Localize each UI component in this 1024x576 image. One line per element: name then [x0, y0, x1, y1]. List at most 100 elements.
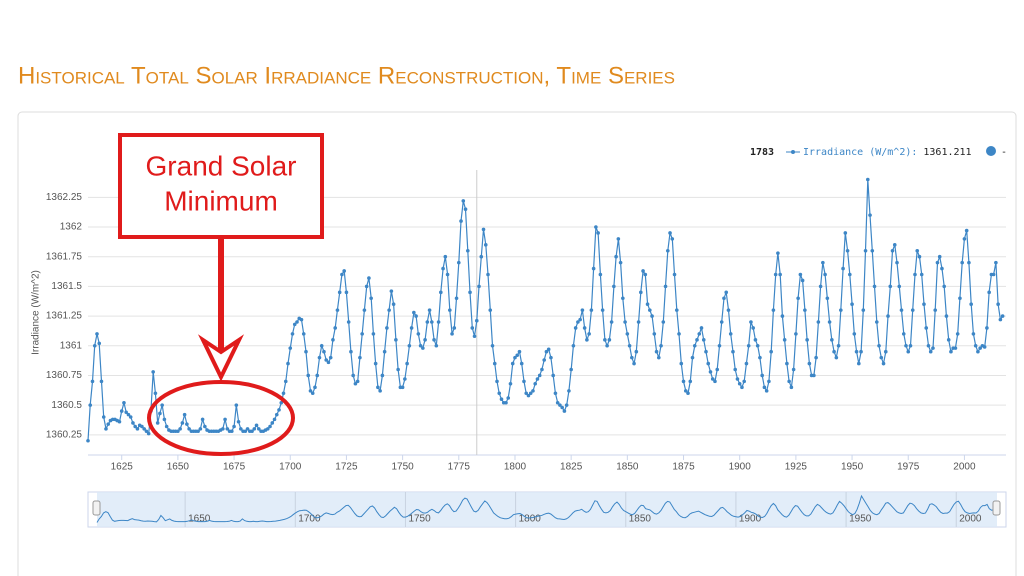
- data-point: [349, 349, 353, 354]
- data-point: [459, 219, 463, 223]
- data-point: [971, 332, 976, 336]
- data-point: [380, 373, 385, 378]
- x-tick-label: 1725: [335, 462, 358, 473]
- data-point: [881, 361, 886, 366]
- x-tick-label: 1850: [616, 462, 639, 473]
- data-point: [421, 346, 425, 350]
- data-point: [830, 338, 834, 342]
- data-point: [283, 379, 288, 384]
- data-point: [90, 379, 95, 384]
- data-point: [474, 318, 479, 323]
- data-point: [773, 272, 778, 277]
- data-point: [506, 396, 511, 400]
- data-point: [243, 429, 248, 434]
- data-point: [328, 355, 333, 360]
- data-point: [886, 314, 890, 318]
- navigator-line: [96, 494, 994, 523]
- data-point: [544, 349, 549, 354]
- data-point: [540, 367, 544, 372]
- data-point: [764, 389, 769, 393]
- data-point: [672, 272, 677, 277]
- data-point: [623, 320, 627, 324]
- data-point: [376, 385, 380, 390]
- data-point: [277, 408, 281, 412]
- data-point: [405, 361, 409, 366]
- data-point: [252, 427, 257, 431]
- data-point: [239, 427, 243, 431]
- data-point: [301, 332, 306, 336]
- y-tick-label: 1362.25: [46, 192, 83, 203]
- data-point: [515, 353, 520, 358]
- data-point: [425, 320, 430, 324]
- data-point: [949, 349, 953, 354]
- data-point: [614, 254, 618, 259]
- data-point: [508, 381, 513, 386]
- data-point: [845, 248, 850, 253]
- data-point: [135, 427, 140, 431]
- data-point: [785, 361, 789, 366]
- data-point: [546, 347, 551, 352]
- data-point: [841, 266, 845, 271]
- tooltip-x: 1783: [750, 147, 774, 158]
- data-point: [223, 417, 227, 422]
- data-point: [657, 355, 661, 360]
- data-point: [805, 338, 809, 342]
- data-point: [648, 308, 652, 312]
- data-point: [364, 284, 369, 289]
- data-point: [888, 284, 893, 289]
- data-point: [445, 272, 450, 277]
- data-point: [580, 308, 585, 312]
- data-point: [913, 272, 917, 277]
- data-point: [724, 290, 729, 295]
- data-point: [221, 427, 225, 431]
- legend-extra: -: [1001, 147, 1007, 158]
- data-point: [513, 355, 517, 360]
- tooltip-label: Irradiance (W/m^2):: [803, 147, 917, 158]
- data-point: [686, 391, 690, 396]
- data-point: [533, 381, 538, 386]
- data-point: [531, 389, 535, 393]
- data-point: [369, 296, 373, 301]
- tooltip-marker-dot: [791, 150, 795, 154]
- data-point: [904, 343, 908, 348]
- data-point: [571, 343, 576, 348]
- data-point: [749, 320, 753, 324]
- data-point: [708, 370, 713, 374]
- data-point: [839, 308, 843, 312]
- data-point: [180, 421, 185, 425]
- data-point: [674, 308, 679, 312]
- data-point: [973, 343, 978, 348]
- data-point: [585, 338, 589, 342]
- data-point: [692, 343, 697, 348]
- data-point: [746, 343, 751, 348]
- data-point: [517, 349, 522, 354]
- data-point: [281, 391, 286, 396]
- data-point: [423, 338, 427, 342]
- data-point: [308, 389, 313, 393]
- x-tick-label: 1650: [167, 462, 190, 473]
- navigator-tick-label: 2000: [959, 514, 982, 525]
- data-point: [522, 379, 526, 384]
- data-point: [688, 379, 693, 384]
- data-point: [771, 308, 776, 312]
- data-point: [454, 296, 459, 301]
- y-tick-label: 1360.25: [46, 429, 83, 440]
- data-point: [310, 391, 315, 396]
- navigator-tick-label: 1950: [849, 514, 872, 525]
- data-point: [636, 320, 641, 324]
- data-point: [782, 338, 787, 342]
- data-point: [465, 248, 470, 253]
- data-point: [488, 308, 493, 312]
- x-tick-label: 1775: [448, 462, 471, 473]
- data-point: [780, 314, 785, 318]
- data-point: [643, 272, 648, 277]
- data-point: [964, 228, 969, 233]
- data-point: [151, 370, 155, 374]
- data-point: [434, 343, 439, 348]
- data-point: [794, 332, 798, 336]
- data-point: [701, 338, 706, 342]
- data-point: [661, 320, 666, 324]
- data-point: [665, 248, 670, 253]
- data-point: [731, 349, 735, 354]
